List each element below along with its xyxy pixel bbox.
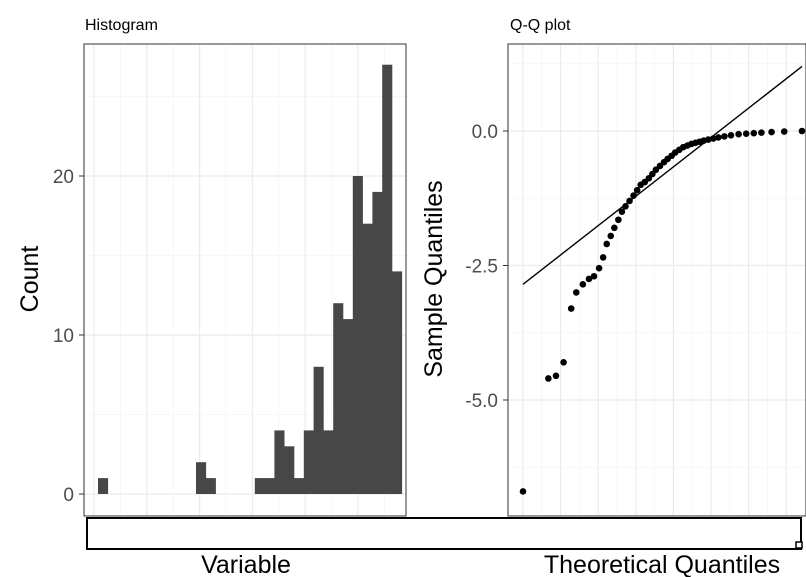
qq-point <box>615 216 622 224</box>
qq-point <box>607 232 615 240</box>
qq-point <box>633 186 641 194</box>
histogram-bar <box>254 478 265 494</box>
histogram-bar <box>303 430 314 494</box>
histogram-panel: Histogram Count 0 10 20 <box>16 17 407 517</box>
histogram-y-tick-label: 20 <box>53 167 74 188</box>
strip-handle <box>795 541 803 549</box>
histogram-bar <box>392 271 403 494</box>
histogram-y-axis-label: Count <box>16 246 44 313</box>
histogram-bar <box>343 319 354 494</box>
qq-point <box>798 127 806 135</box>
qq-y-axis-label: Sample Quantiles <box>420 180 448 377</box>
histogram-y-tick-label: 0 <box>63 485 74 506</box>
qq-point <box>611 224 618 232</box>
histogram-bar <box>323 430 334 494</box>
bottom-axis-strip <box>86 517 802 550</box>
histogram-bar <box>205 478 216 494</box>
qq-point <box>727 132 735 139</box>
qq-point <box>735 130 742 138</box>
qq-points <box>519 127 806 495</box>
qq-point <box>595 264 603 272</box>
histogram-y-ticks: 0 10 20 <box>53 167 84 506</box>
histogram-bar <box>196 462 207 494</box>
histogram-bar <box>333 303 344 494</box>
qq-y-ticks: 0.0 -2.5 -5.0 <box>465 122 508 412</box>
qq-point <box>704 136 712 143</box>
qq-point <box>758 129 765 136</box>
qq-point <box>750 129 758 137</box>
histogram-bar <box>284 446 295 494</box>
qq-point <box>603 240 610 248</box>
qq-point <box>572 289 580 296</box>
histogram-bar <box>313 366 324 494</box>
qq-point <box>715 134 722 141</box>
qq-y-tick-label: 0.0 <box>472 122 498 143</box>
qq-point <box>618 208 626 215</box>
qq-point <box>579 281 587 288</box>
qq-point <box>622 203 629 210</box>
qq-plot-panel: Q-Q plot Sample Quantiles 0.0 -2.5 -5.0 <box>420 17 806 517</box>
qq-point <box>630 192 637 199</box>
qq-point <box>567 305 575 312</box>
qq-point <box>709 135 717 142</box>
qq-y-tick-label: -5.0 <box>465 391 498 412</box>
histogram-bars <box>98 64 403 494</box>
qq-x-axis-label: Theoretical Quantiles <box>544 551 780 577</box>
qq-point <box>585 275 593 283</box>
histogram-bar <box>372 191 383 494</box>
qq-point <box>599 254 607 261</box>
qq-point <box>560 359 567 366</box>
histogram-bar <box>352 176 363 494</box>
qq-y-tick-label: -2.5 <box>465 257 498 278</box>
qq-point <box>552 372 560 380</box>
qq-point <box>780 128 788 135</box>
qq-point <box>742 130 750 137</box>
histogram-bar <box>362 223 373 494</box>
histogram-title: Histogram <box>85 17 158 34</box>
qq-point <box>590 272 598 280</box>
histogram-x-axis-label: Variable <box>201 551 291 577</box>
histogram-bar <box>294 478 305 494</box>
qq-panel-border <box>507 43 806 517</box>
qq-point <box>768 128 775 136</box>
qq-reference-line <box>522 65 803 285</box>
histogram-y-tick-label: 10 <box>53 326 74 347</box>
qq-point <box>626 197 633 205</box>
histogram-bar <box>264 478 275 494</box>
qq-point <box>721 133 728 140</box>
qq-plot-title: Q-Q plot <box>510 17 571 34</box>
qq-point <box>545 375 552 382</box>
histogram-bar <box>382 64 393 494</box>
histogram-bar <box>274 430 285 494</box>
histogram-panel-border <box>83 43 407 517</box>
histogram-bar <box>98 478 109 494</box>
qq-grid <box>508 44 806 516</box>
qq-point <box>519 488 527 495</box>
